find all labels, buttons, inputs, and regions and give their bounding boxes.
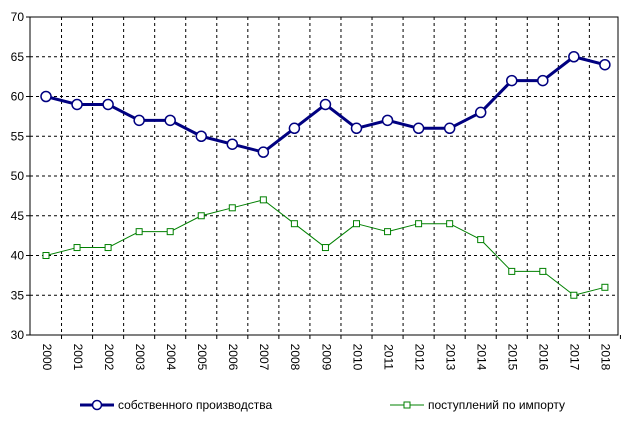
data-point-own-production [133, 114, 145, 127]
data-point-own-production [474, 106, 487, 119]
data-point-imports [446, 220, 454, 228]
legend-item-imports: поступлений по импорту [390, 398, 565, 412]
y-tick-label: 35 [11, 288, 25, 302]
grid-lines [30, 17, 618, 335]
data-point-own-production [443, 122, 456, 135]
y-axis-ticks: 30 35 40 45 50 55 60 65 70 [11, 10, 30, 342]
y-tick-label: 60 [11, 90, 25, 104]
data-point-imports [228, 204, 236, 212]
data-point-imports [259, 196, 267, 204]
x-tick-label: 2014 [475, 344, 489, 371]
y-tick-label: 70 [11, 10, 25, 24]
data-point-imports [415, 220, 423, 228]
data-point-own-production [102, 98, 114, 111]
legend-item-own-production: собственного производства [80, 398, 272, 412]
x-tick-label: 2005 [195, 344, 209, 371]
data-point-imports [197, 212, 205, 220]
y-tick-label: 50 [11, 169, 25, 183]
x-tick-label: 2000 [40, 344, 54, 371]
x-axis-ticks: 2000 2001 2002 2003 2004 2005 2006 2007 2008 2009… [40, 335, 621, 371]
data-point-imports [321, 244, 329, 252]
x-tick-label: 2011 [381, 344, 395, 370]
legend: собственного производства поступлений по… [0, 398, 632, 422]
y-tick-label: 55 [11, 129, 25, 143]
x-tick-label: 2006 [226, 344, 240, 371]
data-point-own-production [257, 146, 270, 158]
legend-marker-imports [390, 401, 424, 409]
data-point-own-production [226, 138, 239, 150]
data-point-imports [290, 220, 298, 228]
data-point-imports [570, 291, 578, 299]
data-point-own-production [599, 58, 611, 71]
legend-label-own-production: собственного производства [118, 398, 273, 412]
data-point-imports [104, 244, 112, 252]
data-point-own-production [288, 122, 301, 135]
data-point-imports [73, 244, 81, 252]
x-tick-label: 2004 [164, 344, 178, 371]
data-point-imports [601, 283, 609, 291]
data-point-own-production [412, 122, 425, 135]
y-tick-label: 65 [11, 50, 25, 64]
x-tick-label: 2012 [412, 344, 426, 371]
data-point-own-production [319, 98, 332, 111]
data-point-own-production [195, 130, 207, 142]
data-point-own-production [537, 74, 549, 87]
data-point-imports [166, 228, 174, 236]
x-tick-label: 2015 [506, 344, 520, 371]
x-tick-label: 2013 [443, 344, 457, 371]
x-tick-label: 2008 [288, 344, 302, 371]
y-tick-label: 30 [11, 328, 25, 342]
data-point-imports [384, 228, 392, 236]
data-point-imports [353, 220, 360, 228]
x-tick-label: 2009 [319, 344, 333, 371]
data-point-own-production [164, 114, 176, 127]
legend-label-imports: поступлений по импорту [428, 398, 566, 412]
data-point-imports [539, 267, 547, 275]
y-tick-label: 45 [11, 209, 25, 223]
x-tick-label: 2018 [599, 344, 613, 371]
data-point-own-production [381, 114, 394, 127]
data-point-imports [42, 252, 50, 259]
y-tick-label: 40 [11, 249, 25, 263]
legend-marker-own-production [80, 399, 114, 411]
x-tick-label: 2001 [71, 344, 85, 371]
data-point-own-production [568, 51, 580, 63]
x-tick-label: 2017 [568, 344, 582, 371]
x-tick-label: 2002 [102, 344, 116, 371]
data-point-own-production [40, 90, 52, 103]
data-point-own-production [71, 98, 83, 111]
series-group [40, 51, 611, 299]
x-tick-label: 2016 [537, 344, 551, 371]
x-tick-label: 2003 [133, 344, 147, 371]
data-point-imports [508, 267, 516, 275]
x-tick-label: 2010 [350, 344, 364, 371]
data-point-imports [135, 228, 143, 236]
data-point-own-production [350, 122, 363, 135]
data-point-own-production [506, 74, 518, 87]
x-tick-label: 2007 [257, 344, 271, 371]
data-point-imports [477, 236, 485, 244]
